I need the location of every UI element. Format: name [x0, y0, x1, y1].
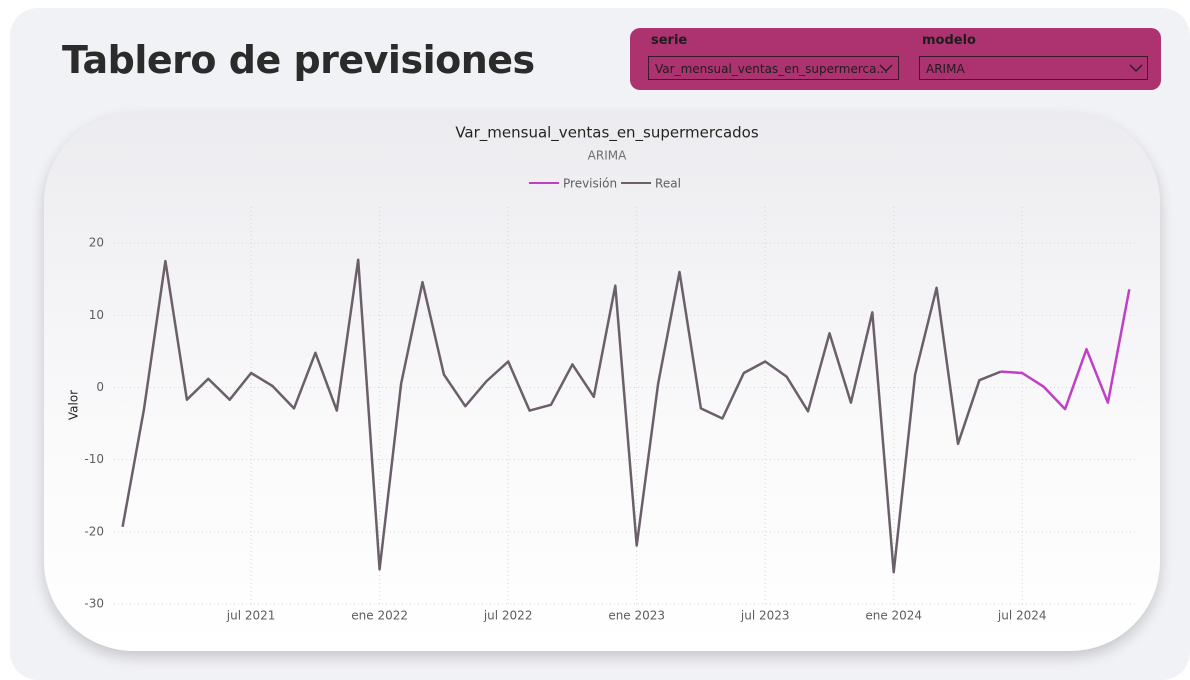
- y-tick-label: 20: [89, 236, 104, 250]
- filter-panel: serie Var_mensual_ventas_en_supermerca..…: [630, 28, 1161, 90]
- filter-label: modelo: [922, 33, 976, 48]
- y-tick-label: -20: [84, 524, 104, 538]
- filter-label: serie: [651, 33, 688, 48]
- y-tick-label: 10: [89, 308, 104, 322]
- dropdown[interactable]: Var_mensual_ventas_en_supermerca...: [648, 56, 899, 80]
- x-tick-label: ene 2023: [608, 609, 665, 623]
- y-axis-title: Valor: [67, 390, 81, 420]
- page-title: Tablero de previsiones: [62, 38, 535, 82]
- chart-card: [44, 113, 1160, 651]
- x-tick-label: ene 2022: [351, 609, 408, 623]
- dropdown-value: ARIMA: [926, 62, 965, 76]
- chart-subtitle: ARIMA: [588, 149, 627, 163]
- x-tick-label: jul 2022: [483, 609, 533, 623]
- dropdown-icons: [879, 64, 1143, 72]
- x-tick-label: jul 2023: [740, 609, 790, 623]
- y-tick-label: -10: [84, 452, 104, 466]
- x-tick-label: jul 2024: [997, 609, 1047, 623]
- x-tick-label: ene 2024: [865, 609, 922, 623]
- chart-title: Var_mensual_ventas_en_supermercados: [455, 124, 759, 143]
- x-tick-label: jul 2021: [226, 609, 276, 623]
- y-tick-label: 0: [96, 380, 104, 394]
- legend-label: Previsión: [563, 177, 617, 191]
- dropdown-value: Var_mensual_ventas_en_supermerca...: [655, 62, 888, 76]
- series-line: [1000, 289, 1131, 411]
- dropdown[interactable]: ARIMA: [919, 56, 1148, 80]
- y-tick-label: -30: [84, 597, 104, 611]
- series-line: [121, 258, 1002, 574]
- legend-label: Real: [655, 177, 681, 191]
